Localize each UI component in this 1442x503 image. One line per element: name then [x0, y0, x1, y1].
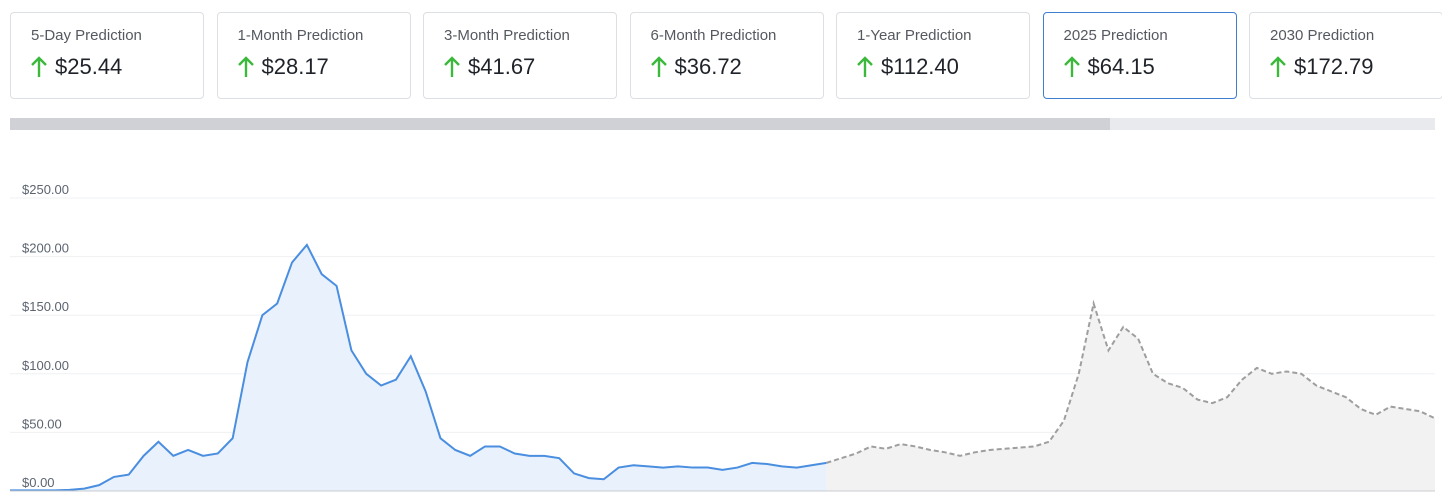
card-label: 2025 Prediction — [1063, 27, 1168, 44]
y-tick-label: $200.00 — [22, 241, 69, 256]
card-label: 2030 Prediction — [1270, 27, 1375, 44]
scroll-thumb[interactable] — [10, 118, 1110, 130]
up-arrow — [857, 56, 873, 77]
card-row: $41.67 — [444, 54, 616, 80]
y-tick-label: $150.00 — [22, 299, 69, 314]
y-tick-label: $50.00 — [22, 416, 62, 431]
prediction-card[interactable]: 3-Month Prediction $41.67 — [423, 12, 617, 99]
line — [10, 243, 827, 492]
up-arrow — [1270, 56, 1286, 77]
card-label: 1-Month Prediction — [237, 27, 364, 44]
y-tick-label: $100.00 — [22, 358, 69, 373]
prediction-card[interactable]: 6-Month Prediction $36.72 — [629, 12, 824, 99]
card-label: 3-Month Prediction — [444, 27, 570, 44]
up-arrow — [1063, 56, 1080, 77]
area — [10, 244, 827, 491]
card-row: $25.44 — [31, 54, 203, 80]
card-value: $28.17 — [261, 54, 329, 79]
card-row: $64.15 — [1063, 54, 1236, 80]
prediction-card[interactable]: 2030 Prediction $172.79 — [1249, 12, 1442, 99]
prediction-card[interactable]: 2025 Prediction $64.15 — [1042, 12, 1237, 99]
up-arrow — [237, 56, 254, 77]
card-value: $172.79 — [1294, 54, 1374, 79]
card-label: 6-Month Prediction — [650, 27, 777, 44]
prediction-card[interactable]: 1-Year Prediction $112.40 — [836, 12, 1030, 99]
prediction-card[interactable]: 1-Month Prediction $28.17 — [216, 12, 411, 99]
y-tick-label: $0.00 — [22, 475, 55, 490]
up-arrow — [444, 56, 460, 77]
card-value: $36.72 — [674, 54, 742, 79]
line — [826, 299, 1436, 464]
card-value: $41.67 — [468, 54, 536, 79]
card-row: $172.79 — [1270, 54, 1442, 80]
chart: $0.00 $50.00 $100.00 $150.00 $200.00 $250.00 — [10, 182, 1436, 492]
card-row: $28.17 — [237, 54, 410, 80]
card-value: $25.44 — [55, 54, 123, 79]
card-row: $112.40 — [857, 54, 1029, 80]
card-value: $112.40 — [881, 54, 959, 79]
up-arrow — [31, 56, 47, 77]
area — [826, 303, 1435, 491]
prediction-card[interactable]: 5-Day Prediction $25.44 — [10, 12, 204, 99]
prediction-cards: 5-Day Prediction $25.44 1-Month Prediction… — [10, 12, 1442, 100]
y-tick-label: $250.00 — [22, 182, 69, 197]
card-label: 5-Day Prediction — [31, 27, 142, 44]
card-label: 1-Year Prediction — [857, 27, 972, 44]
card-row: $36.72 — [650, 54, 823, 80]
scrollbar[interactable] — [10, 118, 1435, 130]
card-value: $64.15 — [1087, 54, 1155, 79]
up-arrow — [650, 56, 667, 77]
